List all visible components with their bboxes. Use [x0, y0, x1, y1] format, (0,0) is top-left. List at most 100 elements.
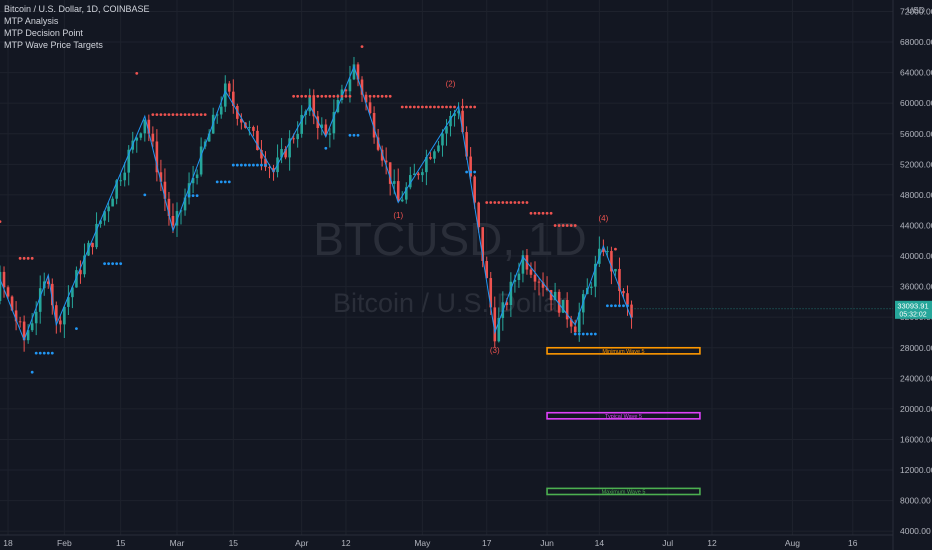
- resistance-dot: [416, 105, 420, 109]
- resistance-dot: [348, 94, 352, 98]
- candle-body: [167, 198, 171, 216]
- candle-body: [227, 83, 231, 92]
- support-dot: [618, 304, 621, 308]
- resistance-dot: [135, 71, 139, 75]
- candle-body: [139, 133, 143, 138]
- resistance-dot: [0, 220, 2, 224]
- y-tick-label: 72000.00: [900, 6, 932, 16]
- support-dot: [247, 163, 251, 167]
- resistance-dot: [368, 94, 372, 98]
- candle-body: [372, 113, 376, 138]
- resistance-dot: [473, 105, 477, 109]
- candle-body: [352, 64, 356, 80]
- resistance-dot: [388, 94, 392, 98]
- support-dot: [606, 304, 609, 308]
- candle-body: [320, 124, 324, 129]
- candle-body: [232, 91, 235, 106]
- resistance-dot: [199, 113, 203, 117]
- resistance-dot: [529, 211, 533, 215]
- candle-body: [79, 270, 82, 275]
- resistance-dot: [191, 113, 195, 117]
- support-dot: [191, 194, 195, 198]
- candle-body: [557, 291, 561, 313]
- price-axis[interactable]: USD 4000.00 8000.00 12000.00 16000.00 20000.…: [892, 0, 932, 550]
- x-tick-label: Apr: [295, 538, 308, 548]
- candle-body: [127, 149, 131, 173]
- resistance-dot: [445, 105, 448, 109]
- candle-body: [151, 133, 155, 142]
- price-axis-unit: USD: [907, 5, 925, 15]
- candle-body: [537, 281, 541, 283]
- x-tick-label: Jun: [540, 538, 554, 548]
- resistance-dot: [557, 224, 561, 227]
- support-dot: [223, 180, 227, 184]
- candle-body: [360, 79, 364, 95]
- wave-label: (4): [598, 214, 608, 223]
- resistance-dot: [159, 113, 163, 117]
- x-tick-label: 12: [341, 538, 351, 548]
- candle-body: [312, 97, 316, 117]
- target-label: Maximum Wave 5: [602, 489, 646, 495]
- wave-label: (1): [393, 211, 403, 220]
- resistance-dot: [437, 105, 440, 109]
- y-tick-label: 40000.00: [900, 251, 932, 261]
- last-price-tag-bg: [895, 300, 932, 319]
- candle-body: [445, 126, 448, 134]
- support-dot: [573, 332, 577, 336]
- resistance-dot: [465, 105, 469, 109]
- support-dot: [219, 180, 223, 184]
- candle-body: [18, 321, 22, 323]
- y-tick-label: 36000.00: [900, 282, 932, 292]
- resistance-dot: [525, 201, 529, 204]
- candle-body: [437, 145, 440, 152]
- candle-body: [429, 156, 432, 159]
- indicator-mtp-analysis[interactable]: MTP Analysis: [4, 16, 59, 26]
- candle-body: [119, 180, 122, 182]
- candle-body: [199, 146, 203, 175]
- support-dot: [256, 163, 259, 167]
- support-dot: [187, 194, 191, 198]
- resistance-dot: [469, 105, 473, 109]
- support-dot: [473, 170, 477, 174]
- support-dot: [239, 163, 243, 167]
- resistance-dot: [412, 105, 416, 109]
- resistance-dot: [167, 113, 171, 117]
- y-tick-label: 56000.00: [900, 129, 932, 139]
- support-dot: [264, 163, 267, 167]
- resistance-dot: [493, 201, 497, 204]
- indicator-mtp-wave-price-targets[interactable]: MTP Wave Price Targets: [4, 40, 103, 50]
- candle-body: [606, 251, 609, 253]
- candle-body: [2, 271, 6, 288]
- resistance-dot: [340, 94, 344, 98]
- x-tick-label: 12: [707, 538, 717, 548]
- resistance-dot: [292, 94, 296, 98]
- x-tick-label: 17: [482, 538, 492, 548]
- candle-body: [433, 151, 436, 159]
- candle-body: [324, 124, 328, 135]
- time-axis[interactable]: 18 Feb 15 Mar 15 Apr 12 May 17 Jun 14 Jul 12 Aug 16: [0, 534, 893, 548]
- target-box: [546, 346, 701, 355]
- decision-point-dots: [0, 45, 629, 374]
- candle-body: [425, 156, 428, 173]
- candle-body: [384, 160, 388, 163]
- y-tick-label: 8000.00: [900, 496, 931, 506]
- candle-body: [332, 112, 336, 134]
- x-tick-label: 14: [595, 538, 605, 548]
- indicator-mtp-decision-point[interactable]: MTP Decision Point: [4, 28, 83, 38]
- candle-body: [63, 306, 66, 325]
- resistance-dot: [404, 105, 408, 109]
- support-dot: [465, 170, 469, 174]
- candle-body: [115, 180, 118, 199]
- wave-zigzag: [0, 65, 632, 342]
- candle-body: [485, 261, 489, 279]
- candle-body: [195, 174, 199, 179]
- candle-body: [107, 206, 110, 212]
- resistance-dot: [304, 94, 308, 98]
- resistance-dot: [30, 256, 34, 260]
- resistance-dot: [521, 201, 525, 204]
- candle-body: [83, 255, 86, 275]
- resistance-dot: [545, 211, 549, 215]
- candle-body: [590, 286, 593, 289]
- resistance-dot: [376, 94, 380, 98]
